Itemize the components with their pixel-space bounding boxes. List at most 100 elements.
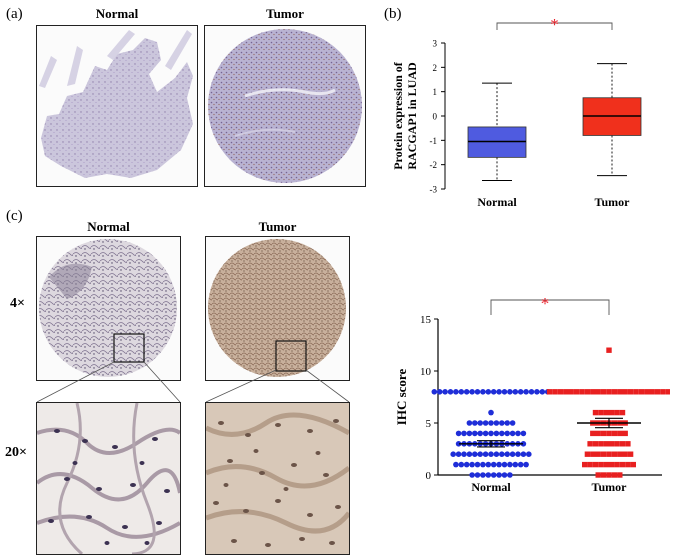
boxplot-x-tick-label-tumor: Tumor	[595, 195, 631, 209]
scatter-point-normal	[504, 420, 510, 426]
scatter-point-normal	[507, 462, 513, 468]
scatter-point-normal	[477, 420, 483, 426]
panel-c-normal-20x-image	[36, 402, 181, 555]
scatter-point-normal	[464, 462, 470, 468]
scatter-point-tumor	[587, 462, 592, 467]
scatter-point-normal	[502, 462, 508, 468]
scatter-point-tumor	[617, 472, 622, 477]
scatter-point-normal	[488, 420, 494, 426]
scatter-point-tumor	[633, 389, 638, 394]
scatter-point-normal	[467, 451, 473, 457]
scatter-point-tumor	[620, 410, 625, 415]
scatter-point-normal	[483, 451, 489, 457]
scatter-point-normal	[496, 472, 502, 478]
scatter-point-tumor	[596, 389, 601, 394]
scatter-point-tumor	[604, 462, 609, 467]
scatter-point-normal	[453, 389, 459, 395]
scatter-point-normal	[494, 431, 500, 437]
boxplot-y-tick-label: 3	[433, 39, 438, 49]
scatter-point-normal	[456, 451, 462, 457]
scatter-point-normal	[510, 431, 516, 437]
scatter-point-tumor	[606, 452, 611, 457]
scatter-x-tick-label-normal: Normal	[471, 480, 511, 494]
scatter-point-normal	[494, 420, 500, 426]
scatter-point-normal	[521, 431, 527, 437]
panel-b-boxplot: -3-2-10123Protein expression ofRACGAP1 i…	[380, 0, 670, 225]
scatter-point-normal	[453, 462, 459, 468]
scatter-point-tumor	[558, 389, 563, 394]
scatter-point-tumor	[604, 410, 609, 415]
scatter-point-normal	[456, 431, 462, 437]
scatter-point-tumor	[601, 389, 606, 394]
scatter-point-tumor	[628, 389, 633, 394]
scatter-point-tumor	[585, 452, 590, 457]
scatter-point-tumor	[617, 431, 622, 436]
scatter-point-normal	[472, 431, 478, 437]
scatter-point-normal	[491, 462, 497, 468]
scatter-point-normal	[510, 451, 516, 457]
scatter-point-tumor	[623, 389, 628, 394]
boxplot-significance-star: *	[550, 15, 559, 34]
scatter-point-normal	[459, 462, 465, 468]
scatter-point-normal	[488, 410, 494, 416]
scatter-point-normal	[459, 389, 465, 395]
scatter-point-tumor	[612, 472, 617, 477]
scatter-point-tumor	[606, 472, 611, 477]
scatter-point-normal	[496, 462, 502, 468]
panel-c-tumor-20x-image	[205, 402, 350, 555]
scatter-point-normal	[491, 389, 497, 395]
scatter-point-normal	[499, 451, 505, 457]
scatter-point-normal	[502, 389, 508, 395]
scatter-point-normal	[488, 451, 494, 457]
scatter-point-tumor	[552, 389, 557, 394]
scatter-point-tumor	[617, 389, 622, 394]
scatter-point-normal	[475, 462, 481, 468]
scatter-point-tumor	[569, 389, 574, 394]
scatter-point-tumor	[590, 389, 595, 394]
scatter-point-normal	[450, 451, 456, 457]
panel-c-scatterplot: 051015IHC score Normal Tumor*	[380, 285, 670, 495]
scatter-point-normal	[491, 472, 497, 478]
boxplot-y-tick-label: -2	[430, 160, 438, 170]
scatter-point-normal	[507, 389, 513, 395]
scatter-point-tumor	[574, 389, 579, 394]
boxplot-x-tick-label-normal: Normal	[477, 195, 517, 209]
scatter-point-normal	[467, 420, 473, 426]
scatter-point-normal	[461, 431, 467, 437]
scatter-point-tumor	[601, 431, 606, 436]
scatter-point-tumor	[631, 462, 636, 467]
scatter-point-tumor	[620, 441, 625, 446]
scatter-point-tumor	[601, 452, 606, 457]
scatter-y-tick-label: 0	[426, 470, 432, 482]
scatter-point-tumor	[582, 462, 587, 467]
scatter-point-normal	[515, 431, 521, 437]
scatter-point-tumor	[579, 389, 584, 394]
scatter-point-tumor	[623, 452, 628, 457]
scatter-point-normal	[432, 389, 438, 395]
scatter-point-normal	[461, 451, 467, 457]
scatter-point-normal	[486, 472, 492, 478]
scatter-point-normal	[499, 431, 505, 437]
scatter-point-normal	[472, 420, 478, 426]
scatter-point-normal	[529, 389, 535, 395]
scatter-point-tumor	[593, 462, 598, 467]
scatter-point-normal	[486, 462, 492, 468]
scatter-point-normal	[534, 389, 540, 395]
panel-c-mag-20x: 20×	[5, 445, 27, 461]
boxplot-y-tick-label: 0	[433, 112, 438, 122]
scatter-point-tumor	[596, 431, 601, 436]
scatter-point-normal	[513, 462, 519, 468]
scatter-point-tumor	[617, 452, 622, 457]
scatter-point-tumor	[609, 462, 614, 467]
scatter-point-normal	[448, 389, 454, 395]
scatter-point-normal	[523, 462, 529, 468]
scatter-point-normal	[437, 389, 443, 395]
scatter-significance-star: *	[541, 294, 550, 313]
scatter-point-tumor	[606, 348, 611, 353]
scatter-point-normal	[469, 462, 475, 468]
scatter-point-normal	[469, 389, 475, 395]
boxplot-y-label-line2: RACGAP1 in LUAD	[405, 62, 419, 170]
scatter-point-tumor	[614, 462, 619, 467]
scatter-point-tumor	[598, 410, 603, 415]
scatter-point-normal	[475, 389, 481, 395]
